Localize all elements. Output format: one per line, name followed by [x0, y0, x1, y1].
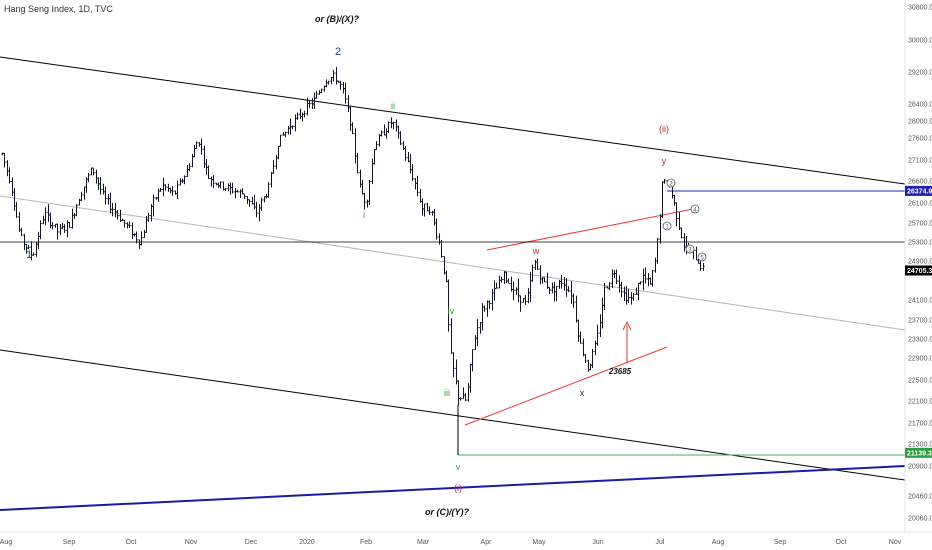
- annotation-layer: or (B)/(X)?or (C)/(Y)?21iiiiiiivv(i)(ii)…: [26, 14, 707, 517]
- lower-channel-line[interactable]: [0, 349, 906, 481]
- circle-label-3: 3: [688, 247, 692, 253]
- price-tag-label: 24705.3: [907, 268, 932, 275]
- y-tick-label: 22100.0: [908, 399, 932, 406]
- price-tag: [905, 447, 932, 458]
- x-tick-label: Nov: [889, 539, 902, 546]
- circle-label-2: 2: [669, 181, 673, 187]
- wave-label-ii: ii: [391, 101, 395, 111]
- y-tick-label: 30800.0: [908, 5, 932, 12]
- y-tick-label: 20900.0: [908, 464, 932, 471]
- chart-title: Hang Seng Index, 1D, TVC: [4, 4, 113, 14]
- wedge-upper-line[interactable]: [486, 208, 694, 251]
- x-tick-label: Mar: [417, 539, 430, 546]
- x-tick-label: Aug: [0, 539, 12, 546]
- x-tick-label: Apr: [481, 539, 493, 546]
- annotation-top-text: or (B)/(X)?: [315, 14, 359, 24]
- x-tick-label: Oct: [126, 539, 137, 546]
- circle-label-1: 1: [665, 224, 669, 230]
- arrow-23685-head: [622, 320, 632, 331]
- wave-label-iv: iv: [448, 306, 455, 316]
- trendline-layer: [0, 56, 906, 511]
- x-tick-label: Nov: [185, 539, 198, 546]
- y-tick-label: 22500.0: [908, 378, 932, 385]
- y-tick-label: 20460.0: [908, 494, 932, 501]
- x-tick-label: Aug: [712, 539, 725, 546]
- y-tick-label: 25300.0: [908, 240, 932, 247]
- price-tag-label: 26374.9: [907, 188, 932, 195]
- annotation-bottom-text: or (C)/(Y)?: [425, 507, 469, 517]
- y-tick-label: 22900.0: [908, 356, 932, 363]
- x-tick-label: Dec: [245, 539, 258, 546]
- wave-label-big-i: (i): [454, 483, 462, 493]
- circle-label-1-ring: [662, 221, 672, 231]
- wave-label-x: x: [580, 388, 585, 398]
- y-tick-label: 23700.0: [908, 318, 932, 325]
- y-tick-label: 30000.0: [908, 38, 932, 45]
- wave-label-2: 2: [335, 46, 341, 58]
- y-tick-label: 20060.0: [908, 516, 932, 523]
- y-tick-label: 24100.0: [908, 298, 932, 305]
- wave-label-iii: iii: [444, 388, 450, 398]
- x-tick-label: Sep: [774, 539, 787, 546]
- price-bars-layer: [1, 66, 705, 406]
- x-tick-label: Oct: [836, 539, 847, 546]
- x-tick-label: May: [532, 539, 546, 546]
- circle-label-5: 5: [700, 255, 704, 261]
- circle-label-3-ring: [685, 244, 695, 254]
- y-tick-label: 25700.0: [908, 221, 932, 228]
- wave-label-i: i: [363, 210, 365, 220]
- wave-label-1: 1: [26, 249, 32, 261]
- y-tick-label: 26100.0: [908, 201, 932, 208]
- y-tick-label: 23300.0: [908, 337, 932, 344]
- x-tick-label: Jun: [592, 539, 603, 546]
- price-axis[interactable]: 30800.0 30000.0 29200.0 28400.0 28000.0 27600…: [904, 0, 932, 532]
- price-tag-label: 21139.3: [907, 450, 932, 457]
- y-tick-label: 21700.0: [908, 421, 932, 428]
- y-tick-label: 29200.0: [908, 70, 932, 77]
- y-tick-label: 26600.0: [908, 179, 932, 186]
- time-axis[interactable]: Aug Sep Oct Nov Dec 2020 Feb Mar Apr May Jun Jul Aug…: [0, 531, 932, 546]
- y-tick-label: 21300.0: [908, 442, 932, 449]
- wave-label-v: v: [456, 462, 461, 472]
- circle-label-4-ring: [690, 204, 700, 214]
- circle-label-5-ring: [697, 252, 707, 262]
- y-tick-label: 28400.0: [908, 102, 932, 109]
- y-tick-label: 24900.0: [908, 259, 932, 266]
- y-tick-label: 27600.0: [908, 136, 932, 143]
- level-label-23685: 23685: [608, 367, 632, 376]
- midline[interactable]: [0, 195, 906, 331]
- upper-channel-line[interactable]: [0, 56, 906, 185]
- circle-label-4: 4: [693, 207, 697, 213]
- y-tick-label: 27100.0: [908, 158, 932, 165]
- x-tick-label: Sep: [63, 539, 76, 546]
- blue-support-line[interactable]: [0, 465, 906, 511]
- x-tick-label: Jul: [656, 539, 665, 546]
- y-tick-label: 28000.0: [908, 119, 932, 126]
- wave-label-y: y: [662, 156, 667, 166]
- x-tick-label: Feb: [360, 539, 372, 546]
- wedge-lower-line[interactable]: [464, 346, 668, 426]
- circle-label-2-ring: [666, 178, 676, 188]
- wave-label-big-ii: (ii): [659, 124, 669, 134]
- x-tick-label: 2020: [299, 539, 315, 546]
- price-tag: [905, 265, 932, 276]
- price-tag: [905, 185, 932, 196]
- wave-label-w: w: [532, 246, 540, 256]
